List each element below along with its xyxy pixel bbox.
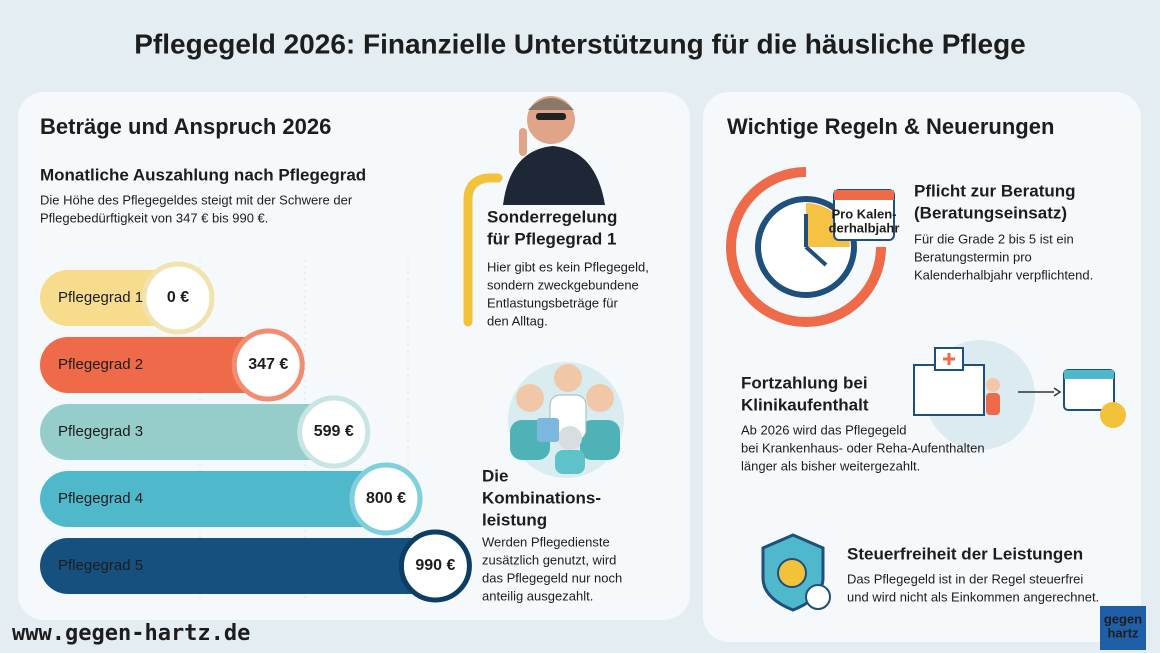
- value-label: 800 €: [366, 490, 406, 507]
- rule-body: Für die Grade 2 bis 5 ist ein: [914, 231, 1074, 246]
- note-body: zusätzlich genutzt, wird: [482, 552, 616, 567]
- website-url: www.gegen-hartz.de: [12, 621, 250, 646]
- value-badge: [297, 395, 371, 469]
- category-label: Pflegegrad 1: [58, 289, 143, 306]
- calendar-label: derhalbjahr: [829, 220, 900, 235]
- note-body: anteilig ausgezahlt.: [482, 588, 593, 603]
- clock-icon: [726, 167, 895, 327]
- rule-body: Das Pflegegeld ist in der Regel steuerfr…: [847, 571, 1083, 586]
- note-body: sondern zweckgebundene: [487, 277, 639, 292]
- rule-body: länger als bisher weitergezahlt.: [741, 458, 920, 473]
- bar: [40, 337, 291, 393]
- bar: [40, 471, 408, 527]
- logo-text: gegen: [1104, 611, 1142, 626]
- value-badge: [231, 328, 305, 402]
- category-label: Pflegegrad 3: [58, 423, 143, 440]
- section-heading: Beträge und Anspruch 2026: [40, 114, 331, 139]
- note-body: Hier gibt es kein Pflegegeld,: [487, 259, 649, 274]
- section-heading: Wichtige Regeln & Neuerungen: [727, 114, 1054, 139]
- note-heading: leistung: [482, 510, 547, 529]
- rule-body: bei Krankenhaus- oder Reha-Aufenthalten: [741, 440, 985, 455]
- category-label: Pflegegrad 2: [58, 356, 143, 373]
- note-body: das Pflegegeld nur noch: [482, 570, 622, 585]
- bar: [40, 404, 356, 460]
- note-heading: Sonderregelung: [487, 207, 617, 226]
- rule-heading: Steuerfreiheit der Leistungen: [847, 544, 1083, 563]
- care-team-icon: [508, 362, 624, 478]
- rule-heading: (Beratungseinsatz): [914, 203, 1067, 222]
- logo-text: hartz: [1107, 625, 1139, 640]
- value-badge: [398, 529, 472, 603]
- note-heading: für Pflegegrad 1: [487, 229, 616, 248]
- value-label: 347 €: [248, 356, 288, 373]
- note-heading: Die: [482, 466, 508, 485]
- bar: [40, 538, 458, 594]
- category-label: Pflegegrad 5: [58, 557, 143, 574]
- presenter-photo: [503, 96, 605, 205]
- hospital-icon: [913, 340, 1126, 450]
- value-badge: [141, 261, 215, 335]
- note-body: Entlastungsbeträge für: [487, 295, 618, 310]
- description: Pflegebedürftigkeit von 347 € bis 990 €.: [40, 210, 268, 225]
- chart-subtitle: Monatliche Auszahlung nach Pflegegrad: [40, 165, 366, 184]
- main-title: Pflegegeld 2026: Finanzielle Unterstützu…: [134, 28, 1026, 59]
- rule-body: Kalenderhalbjahr verpflichtend.: [914, 267, 1093, 282]
- note-body: Werden Pflegedienste: [482, 534, 610, 549]
- value-label: 990 €: [415, 557, 455, 574]
- category-label: Pflegegrad 4: [58, 490, 143, 507]
- rule-heading: Klinikaufenthalt: [741, 395, 869, 414]
- value-label: 0 €: [167, 289, 189, 306]
- shield-icon: [761, 533, 831, 612]
- value-label: 599 €: [314, 423, 354, 440]
- rule-heading: Fortzahlung bei: [741, 373, 868, 392]
- description: Die Höhe des Pflegegeldes steigt mit der…: [40, 192, 353, 207]
- accent-arc: [463, 173, 503, 327]
- note-body: den Alltag.: [487, 313, 548, 328]
- value-badge: [349, 462, 423, 536]
- logo-box: [1100, 606, 1146, 650]
- note-heading: Kombinations-: [482, 488, 601, 507]
- rule-body: Ab 2026 wird das Pflegegeld: [741, 422, 907, 437]
- calendar-label: Pro Kalen-: [831, 206, 896, 221]
- rule-body: und wird nicht als Einkommen angerechnet…: [847, 589, 1099, 604]
- rule-body: Beratungstermin pro: [914, 249, 1032, 264]
- rule-heading: Pflicht zur Beratung: [914, 181, 1076, 200]
